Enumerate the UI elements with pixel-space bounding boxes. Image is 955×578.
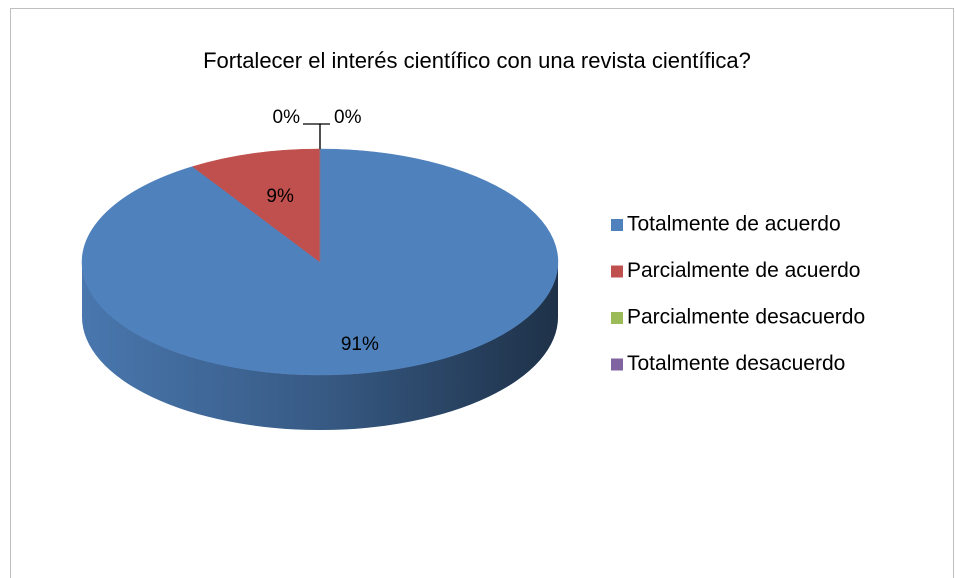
data-label: 0% [273, 107, 301, 128]
legend-label: Totalmente de acuerdo [627, 213, 841, 236]
slice [191, 148, 321, 263]
legend-swatch [611, 219, 623, 231]
leader-line [319, 123, 330, 149]
legend-swatch [611, 265, 623, 278]
data-label: 0% [334, 107, 362, 128]
data-label: 91% [341, 334, 379, 355]
data-label: 9% [266, 186, 294, 207]
chart-title: Fortalecer el interés científico con una… [203, 48, 751, 73]
legend-swatch [611, 312, 623, 324]
legend-label: Parcialmente desacuerdo [627, 306, 865, 329]
leader-line [303, 123, 321, 149]
legend-label: Parcialmente de acuerdo [627, 259, 860, 282]
side-shade [82, 262, 558, 430]
chart-border [10, 8, 954, 578]
legend-swatch [611, 358, 623, 371]
legend-label: Totalmente desacuerdo [627, 352, 845, 375]
